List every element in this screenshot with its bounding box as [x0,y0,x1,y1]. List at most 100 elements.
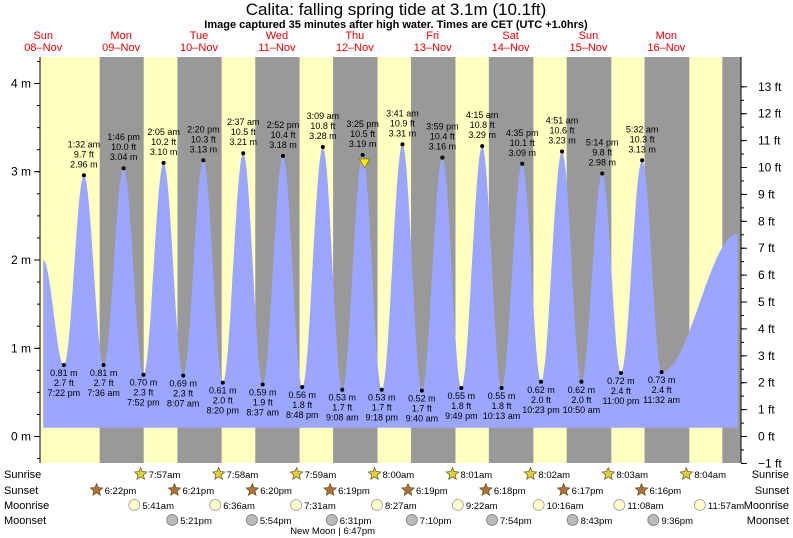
high-tide-time: 2:05 am [147,127,180,137]
sunset-time: 6:16pm [650,486,682,497]
day-label-dow: Fri [426,30,439,42]
metre-tick-label: 1 m [11,341,31,355]
feet-tick-label: 7 ft [758,241,775,255]
sunrise-time: 7:57am [149,470,181,481]
feet-tick-label: 5 ft [758,295,775,309]
high-tide-point [320,145,325,150]
low-tide-m: 0.81 m [50,368,78,378]
moonrise-icon [532,499,545,511]
high-tide-ft: 10.4 ft [430,132,456,142]
high-tide-time: 3:59 pm [426,122,459,132]
high-tide-point [280,153,285,158]
moonrise-time: 9:22am [466,501,498,512]
moonrise-icon [371,499,383,511]
feet-tick-label: 1 ft [758,403,775,417]
low-tide-m: 0.53 m [368,393,396,403]
high-tide-ft: 10.6 ft [550,125,576,135]
high-tide-ft: 10.8 ft [310,121,336,131]
sunset-icon [556,482,571,496]
moonrise-time: 7:31am [304,501,336,512]
sunrise-icon [445,466,460,480]
high-tide-ft: 10.3 ft [191,134,217,144]
high-tide-point [161,160,166,165]
high-tide-time: 1:46 pm [107,132,140,142]
feet-tick-label: 13 ft [758,80,782,94]
moonrise-time: 8:27am [385,501,417,512]
feet-tick-label: 6 ft [758,268,775,282]
feet-tick-label: 8 ft [758,214,775,228]
feet-tick-label: 2 ft [758,376,775,390]
low-tide-ft: 1.7 ft [332,403,353,413]
high-tide-time: 5:32 am [626,124,659,134]
low-tide-m: 0.55 m [488,391,516,401]
feet-tick-label: 0 ft [758,430,775,444]
moonset-time: 7:10pm [420,516,452,527]
low-tide-ft: 1.7 ft [412,404,433,414]
high-tide-ft: 9.8 ft [592,148,613,158]
low-tide-ft: 2.3 ft [173,389,194,399]
moonset-icon [647,514,660,526]
low-tide-m: 0.52 m [408,394,436,404]
sunset-icon [323,482,338,496]
high-tide-time: 4:51 am [546,115,579,125]
low-tide-ft: 2.7 ft [54,378,75,388]
feet-tick-label: 10 ft [758,161,782,175]
low-tide-point [499,385,504,390]
moonrise-time: 11:08am [627,501,663,512]
tide-curve [43,144,738,428]
high-tide-m: 3.13 m [190,144,218,154]
moonset-icon [566,514,579,526]
low-tide-time: 7:36 am [87,388,120,398]
low-tide-m: 0.62 m [527,385,555,395]
low-tide-time: 7:22 pm [48,388,81,398]
high-tide-ft: 10.0 ft [111,142,137,152]
axes: 0 m 1 m 2 m 3 m 4 m −1 ft 0 ft 1 ft 2 ft 3 ft 4 ft… [11,57,782,470]
moonrise-icon [290,499,302,511]
high-tide-m: 3.16 m [429,142,457,152]
low-tide-ft: 1.8 ft [492,401,513,411]
low-tide-point [379,387,384,392]
sunrise-icon [211,466,226,480]
sunset-time: 6:19pm [338,486,370,497]
low-tide-m: 0.61 m [209,386,237,396]
day-label-date: 14–Nov [492,42,530,54]
row-label-left: Sunrise [4,469,41,481]
day-label-date: 13–Nov [414,42,452,54]
low-tide-time: 9:18 pm [365,413,398,423]
low-tide-time: 8:20 pm [207,406,240,416]
high-tide-time: 1:32 am [68,139,101,149]
feet-tick-label: 11 ft [758,134,781,148]
metre-tick-label: 0 m [11,430,31,444]
low-tide-ft: 2.0 ft [571,395,592,405]
low-tide-ft: 1.7 ft [372,403,393,413]
chart-title: Calita: falling spring tide at 3.1m (10.… [246,0,546,19]
low-tide-time: 8:07 am [167,399,200,409]
low-tide-point [101,363,106,368]
low-tide-m: 0.56 m [288,390,316,400]
low-tide-time: 9:40 am [406,414,439,424]
high-tide-point [360,152,365,157]
low-tide-time: 8:48 pm [286,410,319,420]
moonrise-icon [128,499,141,511]
low-tide-time: 8:37 am [246,407,279,417]
day-label-dow: Sun [579,30,599,42]
low-tide-time: 10:23 pm [522,405,560,415]
high-tide-point [121,166,126,171]
sunrise-time: 7:59am [305,470,337,481]
row-label-right: Sunset [755,485,789,497]
high-tide-time: 3:41 am [386,108,419,118]
feet-tick-label: 4 ft [758,322,775,336]
high-tide-ft: 10.8 ft [470,120,496,130]
moonset-icon [245,514,258,526]
chart-subtitle: Image captured 35 minutes after high wat… [204,19,588,31]
day-label-date: 11–Nov [258,42,296,54]
low-tide-point [300,385,305,390]
low-tide-m: 0.59 m [249,387,277,397]
day-label-date: 08–Nov [24,42,62,54]
high-tide-time: 4:15 am [466,110,499,120]
low-tide-point [419,388,424,393]
day-label-date: 16–Nov [647,42,685,54]
sunset-icon [167,482,182,496]
day-labels: Sun08–NovMon09–NovTue10–NovWed11–NovThu1… [24,30,686,54]
day-label-date: 12–Nov [336,42,374,54]
